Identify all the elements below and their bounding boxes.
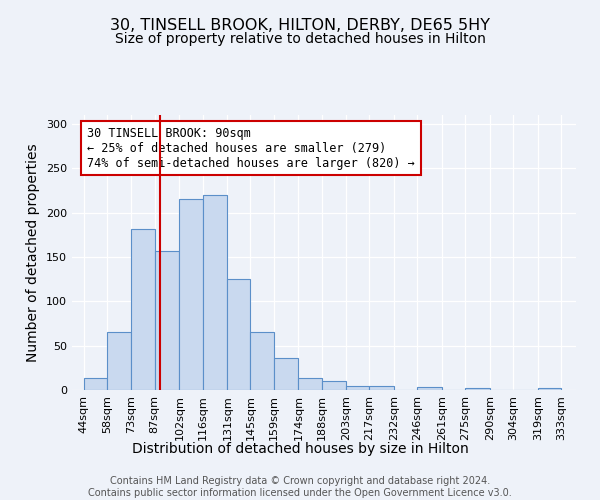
- Bar: [227, 279, 250, 390]
- Text: Distribution of detached houses by size in Hilton: Distribution of detached houses by size …: [131, 442, 469, 456]
- Bar: [465, 388, 490, 390]
- Bar: [298, 378, 322, 390]
- Text: 30, TINSELL BROOK, HILTON, DERBY, DE65 5HY: 30, TINSELL BROOK, HILTON, DERBY, DE65 5…: [110, 18, 490, 32]
- Bar: [107, 332, 131, 390]
- Text: Contains HM Land Registry data © Crown copyright and database right 2024.: Contains HM Land Registry data © Crown c…: [110, 476, 490, 486]
- Bar: [418, 388, 442, 390]
- Text: Size of property relative to detached houses in Hilton: Size of property relative to detached ho…: [115, 32, 485, 46]
- Bar: [203, 195, 227, 390]
- Bar: [346, 386, 370, 390]
- Bar: [155, 250, 179, 390]
- Bar: [179, 200, 203, 390]
- Bar: [274, 358, 298, 390]
- Y-axis label: Number of detached properties: Number of detached properties: [26, 143, 40, 362]
- Text: 30 TINSELL BROOK: 90sqm
← 25% of detached houses are smaller (279)
74% of semi-d: 30 TINSELL BROOK: 90sqm ← 25% of detache…: [87, 126, 415, 170]
- Bar: [538, 388, 561, 390]
- Bar: [250, 332, 274, 390]
- Bar: [83, 378, 107, 390]
- Text: Contains public sector information licensed under the Open Government Licence v3: Contains public sector information licen…: [88, 488, 512, 498]
- Bar: [322, 381, 346, 390]
- Bar: [131, 230, 155, 390]
- Bar: [370, 386, 394, 390]
